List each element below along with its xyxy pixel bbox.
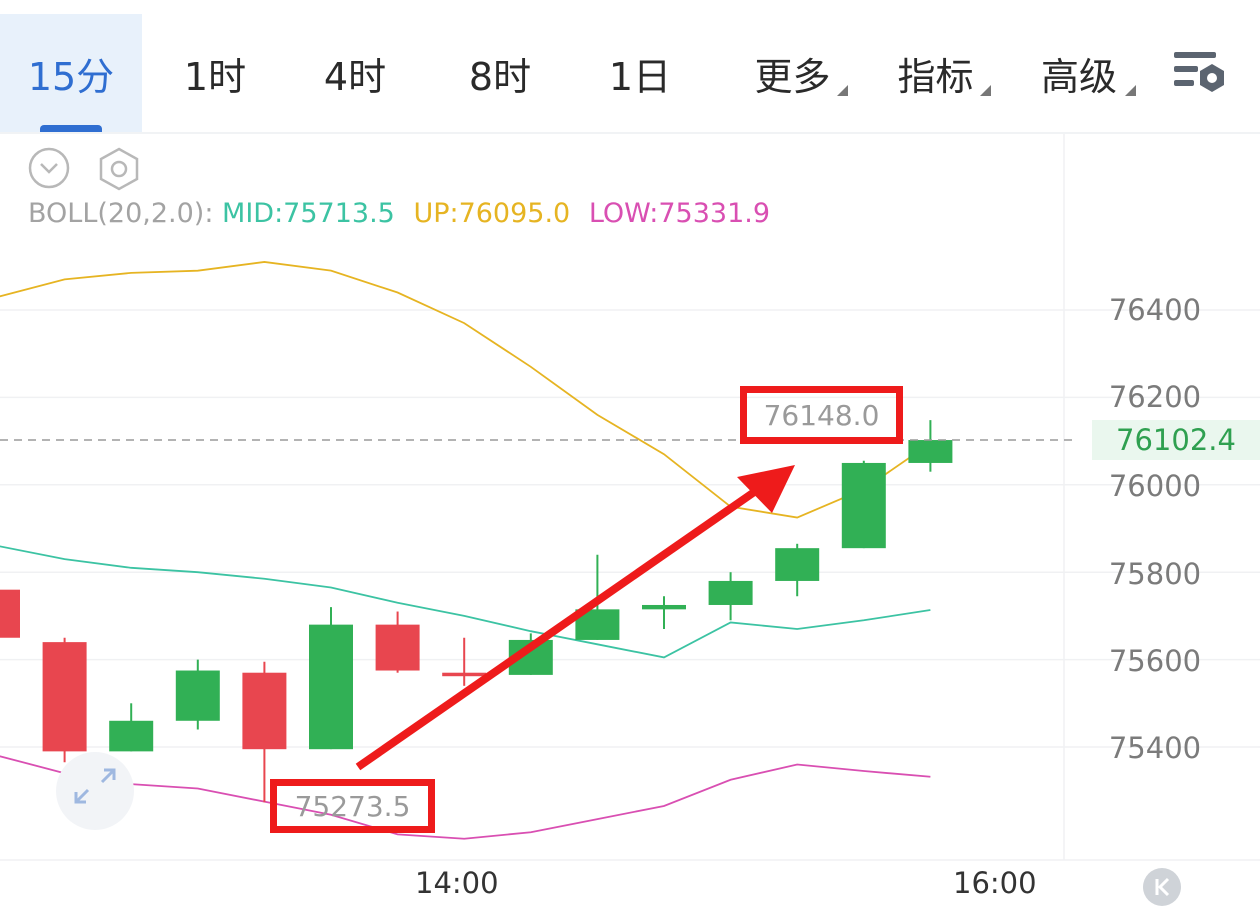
tab-more[interactable]: 更多 — [735, 14, 850, 132]
tab-label: 更多 — [754, 54, 831, 99]
candle-body — [708, 580, 753, 605]
current-price-tag: 76102.4 — [1092, 420, 1260, 460]
chevron-down-circle-icon[interactable] — [27, 146, 71, 190]
y-tick: 75600 — [1108, 644, 1202, 678]
x-tick: 16:00 — [953, 866, 1037, 900]
candle-body — [109, 720, 154, 752]
tab-1d[interactable]: 1日 — [585, 14, 695, 132]
tabbar-divider — [0, 132, 1260, 134]
tab-indicators[interactable]: 指标 — [878, 14, 993, 132]
tab-label: 4时 — [323, 54, 387, 99]
candle-body — [908, 440, 953, 463]
scroll-to-latest-icon[interactable] — [1143, 868, 1181, 906]
tab-label: 8时 — [468, 54, 532, 99]
y-tick: 76000 — [1108, 469, 1202, 503]
expand-arrows-icon[interactable] — [56, 752, 134, 830]
y-tick: 76200 — [1108, 380, 1202, 414]
chart-settings-icon[interactable] — [1168, 46, 1232, 100]
y-tick: 75800 — [1108, 557, 1202, 591]
boll-up-line — [0, 261, 931, 519]
tab-advanced[interactable]: 高级 — [1020, 14, 1138, 132]
tab-label: 15分 — [27, 54, 115, 99]
tab-4h[interactable]: 4时 — [300, 14, 410, 132]
dropdown-caret-icon — [980, 85, 991, 96]
active-tab-indicator — [40, 125, 102, 132]
boll-low-line — [0, 755, 931, 840]
candle-body — [841, 462, 886, 549]
high-price-annotation: 76148.0 — [740, 386, 903, 444]
boll-up-value: UP:76095.0 — [413, 198, 571, 229]
tab-label: 指标 — [897, 54, 974, 99]
dropdown-caret-icon — [837, 85, 848, 96]
tab-1h[interactable]: 1时 — [160, 14, 270, 132]
boll-mid-line — [0, 545, 931, 659]
x-tick: 14:00 — [415, 866, 499, 900]
y-tick: 76400 — [1108, 293, 1202, 327]
tab-8h[interactable]: 8时 — [445, 14, 555, 132]
candle-body — [375, 624, 420, 671]
candle-body — [642, 604, 686, 610]
boll-indicator-legend: BOLL(20,2.0): MID:75713.5 UP:76095.0 LOW… — [28, 198, 780, 229]
tab-label: 1时 — [183, 54, 247, 99]
candle-body — [175, 670, 220, 721]
hexagon-gear-icon[interactable] — [96, 146, 142, 192]
timeframe-tabbar: 15分 1时 4时 8时 1日 更多 指标 高级 — [0, 0, 1260, 132]
tab-label: 1日 — [608, 54, 672, 99]
trend-arrow — [355, 484, 763, 771]
low-price-annotation: 75273.5 — [270, 779, 435, 833]
tab-label: 高级 — [1040, 54, 1117, 99]
candle-body — [309, 624, 353, 750]
dropdown-caret-icon — [1125, 85, 1136, 96]
candle-body — [775, 548, 820, 581]
y-tick: 75400 — [1108, 731, 1202, 765]
boll-mid-value: MID:75713.5 — [222, 198, 395, 229]
candle-body — [242, 672, 287, 750]
trend-arrow-head — [737, 465, 795, 513]
boll-label: BOLL(20,2.0): — [28, 198, 214, 229]
candle-body — [442, 672, 487, 677]
tab-15m[interactable]: 15分 — [0, 14, 142, 132]
boll-low-value: LOW:75331.9 — [588, 198, 771, 229]
candle-body — [42, 642, 87, 752]
candle-body — [0, 589, 20, 638]
